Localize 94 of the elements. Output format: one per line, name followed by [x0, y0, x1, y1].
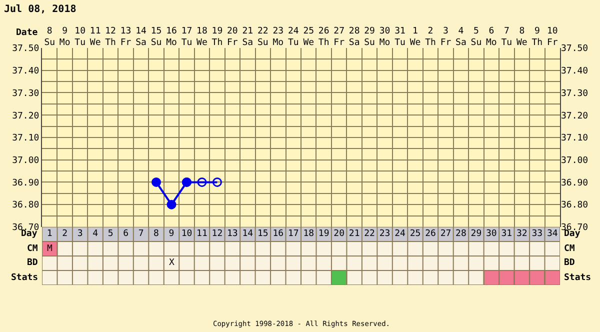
category-label: BD	[27, 258, 38, 268]
x2-tick-label: 1 We	[410, 26, 421, 48]
x-tick-label: 5	[108, 229, 114, 240]
x-tick-label: 29	[470, 229, 482, 240]
y-tick-label: 37.50	[12, 44, 40, 54]
category-label: Stats	[11, 273, 38, 283]
x-tick-label: 7	[138, 229, 144, 240]
x2-tick-label: 12 Th	[105, 26, 116, 48]
x2-tick-label: 4 Sa	[456, 26, 466, 48]
x2-tick-label: 9 Th	[532, 26, 543, 48]
x-tick-label: 28	[456, 229, 466, 240]
x-tick-label: 24	[394, 229, 406, 240]
y2-tick-label: 37.00	[561, 156, 588, 166]
x-tick-label: 30	[486, 229, 497, 240]
text: X	[169, 258, 174, 268]
y-tick-label: 37.00	[12, 156, 40, 166]
x-tick-label: 9	[168, 229, 174, 240]
x-tick-label: 19	[318, 229, 330, 240]
x2-tick-label: 17 Tu	[181, 26, 192, 48]
x-tick-label: 33	[532, 229, 543, 240]
x2-tick-label: 11 We	[90, 26, 101, 48]
x-tick-label: 20	[334, 229, 345, 240]
x2-tick-label: 9 Mo	[59, 26, 70, 48]
category-label: CM	[27, 244, 38, 254]
x2-tick-label: 13 Fr	[120, 26, 132, 48]
y-tick-label: 37.10	[12, 134, 40, 144]
x2-tick-label: 30 Mo	[379, 26, 390, 48]
x-tick-label: 26	[425, 229, 436, 240]
x-tick-label: 18	[303, 229, 314, 240]
x2-tick-label: 10 Tu	[74, 26, 86, 48]
category-label: BD	[564, 258, 575, 268]
x-tick-label: 2	[62, 229, 68, 240]
x2-tick-label: 5 Su	[470, 26, 482, 48]
x-tick-label: 23	[379, 229, 390, 240]
x2-tick-label: 29 Su	[364, 26, 375, 48]
y2-tick-label: 36.80	[561, 200, 588, 211]
x2-tick-label: 31 Tu	[394, 26, 406, 48]
x-tick-label: 13	[227, 229, 238, 240]
y2-tick-label: 37.40	[561, 66, 588, 77]
y2-tick-label: 37.20	[561, 111, 588, 122]
x-tick-label: 31	[501, 229, 512, 240]
x-tick-label: 6	[123, 229, 128, 240]
x-tick-label: 8	[154, 229, 159, 240]
x2-tick-label: 23 Mo	[272, 26, 284, 48]
x-tick-label: 16	[272, 229, 284, 240]
chart-title: Jul 08, 2018	[4, 4, 76, 15]
x2-tick-label: 10 Fr	[546, 26, 558, 48]
x2-tick-label: 28 Sa	[348, 26, 360, 48]
x-tick-label: 14	[242, 229, 254, 240]
x-tick-label: 34	[546, 229, 558, 240]
x-tick-label: 17	[288, 229, 299, 240]
x2-tick-label: 2 Th	[425, 26, 436, 48]
x-tick-label: 21	[348, 229, 360, 240]
x2-tick-label: 14 Sa	[136, 26, 146, 48]
x2-tick-label: 20 Fr	[227, 26, 238, 48]
x2-tick-label: 25 We	[303, 26, 314, 48]
category-label: Stats	[564, 273, 592, 283]
x-tick-label: 3	[77, 229, 83, 240]
x2-tick-label: 8 Su	[44, 26, 56, 48]
category-label: CM	[564, 244, 575, 254]
x2-tick-label: 3 Fr	[440, 26, 452, 48]
text: M	[47, 244, 52, 254]
x2-tick-label: 15 Su	[150, 26, 162, 48]
x2-tick-label: 26 Th	[318, 26, 330, 48]
y-tick-label: 37.30	[12, 88, 40, 99]
x2-tick-label: 22 Su	[257, 26, 268, 48]
y2-tick-label: 37.50	[561, 44, 588, 54]
y2-tick-label: 36.90	[561, 178, 588, 188]
y2-tick-label: 37.10	[561, 134, 588, 144]
x2-tick-label: 8 We	[516, 26, 528, 48]
x-tick-label: 11	[196, 229, 208, 240]
x-tick-label: 4	[92, 229, 98, 240]
x-tick-label: 15	[257, 229, 268, 240]
x2-tick-label: 19 Th	[212, 26, 223, 48]
x2-tick-label: 6 Mo	[486, 26, 497, 48]
x2-tick-label: 18 We	[196, 26, 208, 48]
y-tick-label: 36.90	[12, 178, 40, 188]
x-tick-label: 27	[440, 229, 452, 240]
y2-tick-label: 37.30	[561, 88, 588, 99]
x2-tick-label: 27 Fr	[334, 26, 346, 48]
x-tick-label: 1	[46, 229, 52, 240]
y-tick-label: 37.40	[12, 66, 40, 77]
x2-axis-title: Date	[16, 28, 38, 38]
x2-tick-label: 7 Tu	[501, 26, 512, 48]
x2-tick-label: 21 Sa	[242, 26, 254, 48]
x-tick-label: 10	[181, 229, 192, 240]
x-tick-label: 25	[410, 229, 421, 240]
x2-tick-label: 16 Mo	[166, 26, 177, 48]
x-tick-label: 22	[364, 229, 375, 240]
x-tick-label: 32	[516, 229, 528, 240]
x-tick-label: 12	[212, 229, 223, 240]
y-tick-label: 37.20	[12, 111, 40, 122]
y-tick-label: 36.80	[12, 200, 40, 211]
x2-tick-label: 24 Tu	[288, 26, 299, 48]
